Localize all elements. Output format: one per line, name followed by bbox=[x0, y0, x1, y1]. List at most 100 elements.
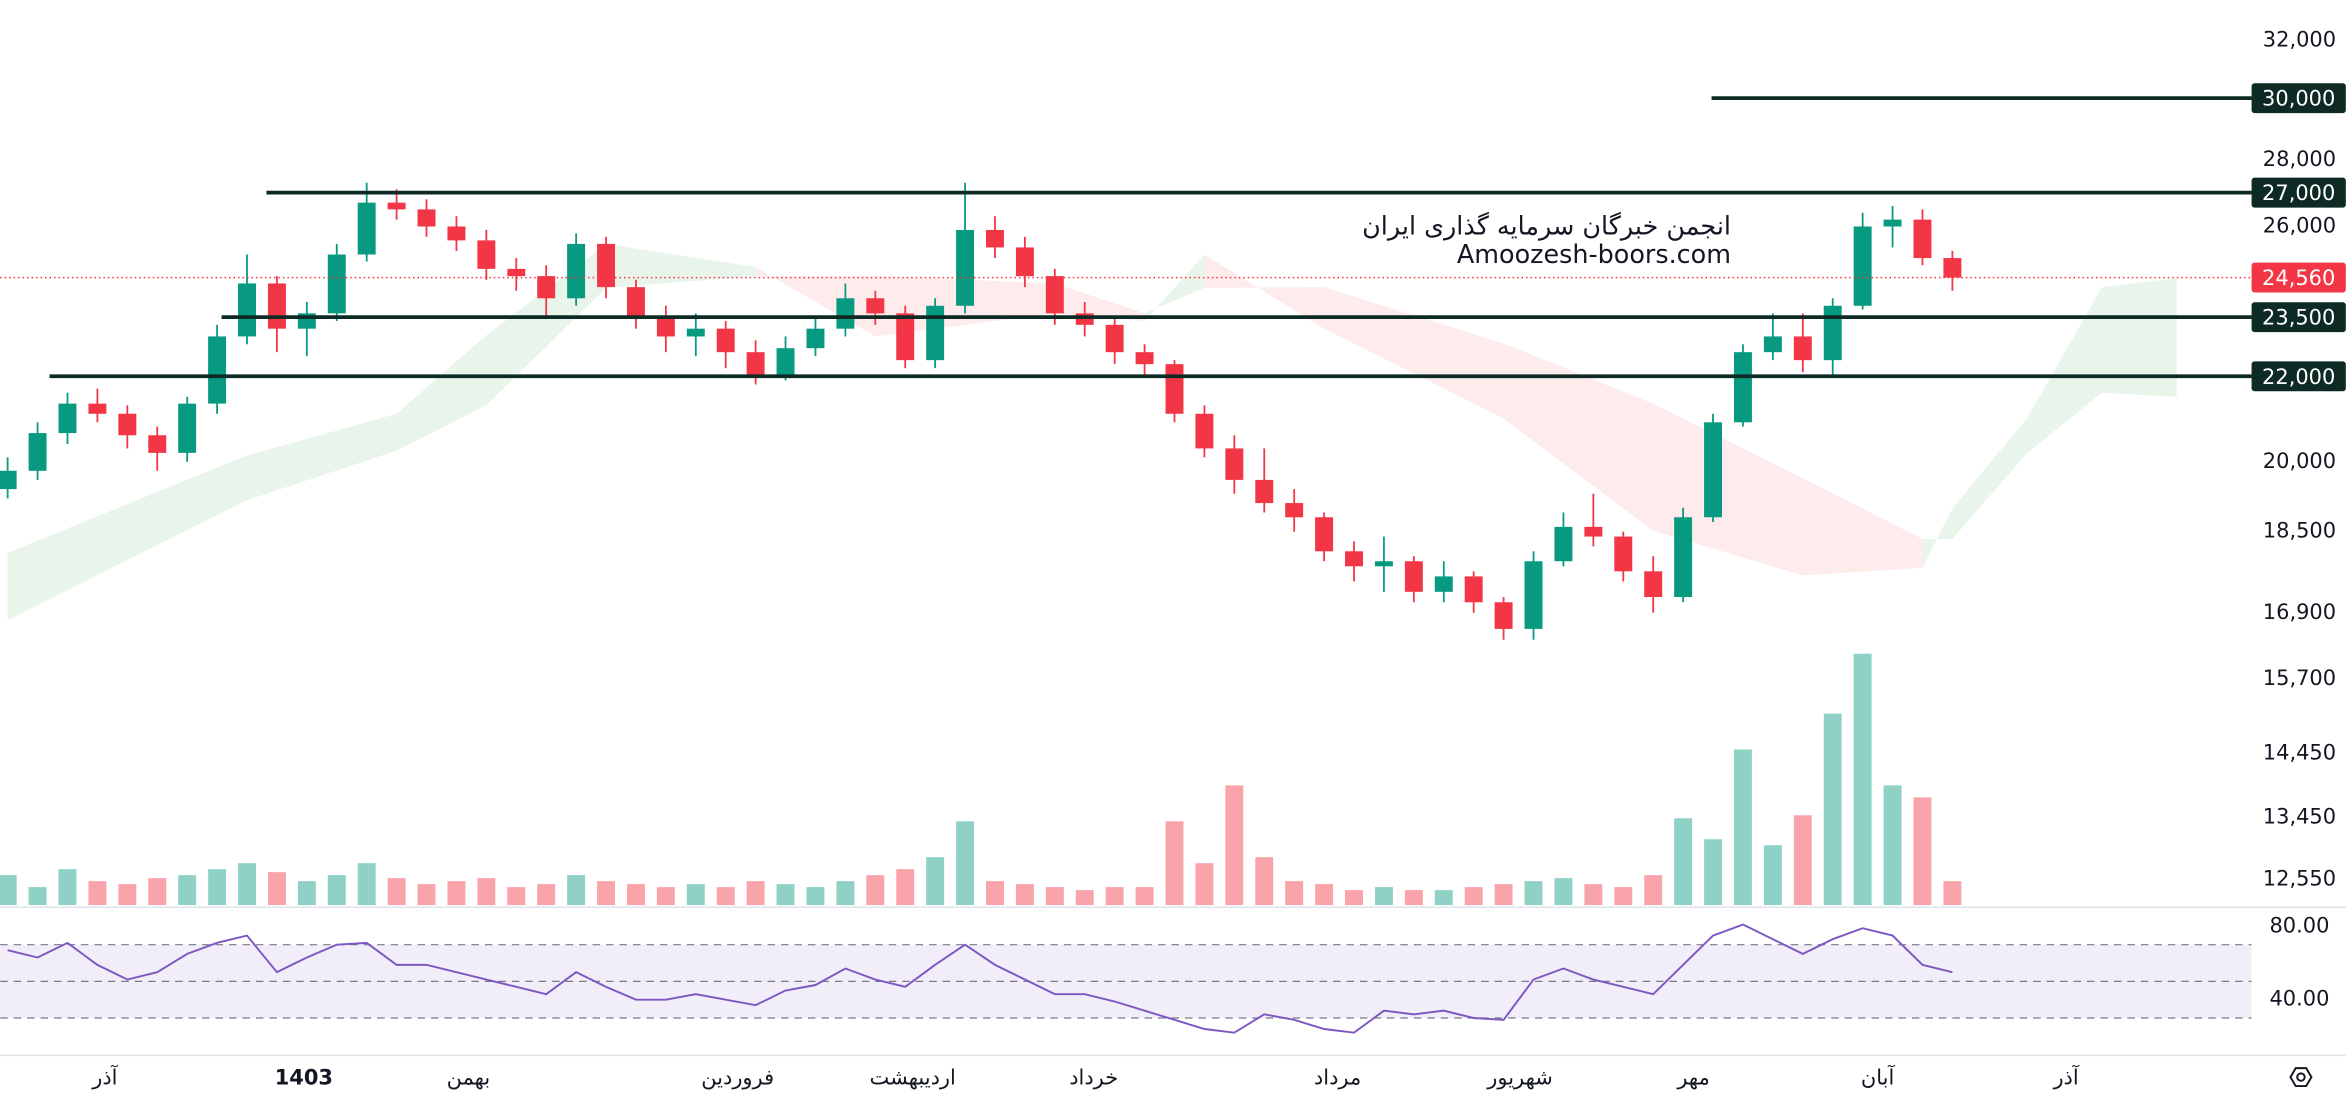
candle-body bbox=[1913, 219, 1932, 259]
volume-bar bbox=[1434, 890, 1453, 906]
volume bbox=[0, 653, 1962, 906]
candle-body bbox=[1644, 571, 1663, 598]
settings-icon[interactable] bbox=[2296, 1072, 2306, 1082]
x-tick-label: فروردین bbox=[701, 1066, 774, 1090]
volume-bar bbox=[537, 884, 556, 906]
volume-bar bbox=[1704, 839, 1723, 906]
volume-bar bbox=[1075, 890, 1094, 906]
cloud-segment bbox=[1144, 254, 1205, 321]
candle-body bbox=[567, 243, 586, 299]
candle-body bbox=[118, 413, 137, 436]
candle-body bbox=[1315, 517, 1334, 552]
cloud-segment bbox=[1054, 283, 1145, 321]
candle-body bbox=[597, 243, 616, 288]
candles bbox=[0, 182, 1962, 640]
candle-body bbox=[986, 229, 1004, 248]
level-label-box bbox=[2251, 177, 2346, 208]
y-tick-label: 13,450 bbox=[2263, 805, 2336, 829]
y-tick-label: 15,700 bbox=[2263, 666, 2336, 690]
volume-bar bbox=[178, 875, 197, 906]
volume-bar bbox=[118, 884, 137, 906]
candle-body bbox=[507, 268, 526, 277]
y-tick-label: 32,000 bbox=[2263, 27, 2336, 51]
volume-bar bbox=[986, 881, 1004, 906]
volume-bar bbox=[148, 878, 167, 906]
volume-bar bbox=[1494, 884, 1513, 906]
volume-bar bbox=[0, 875, 17, 906]
volume-bar bbox=[746, 881, 765, 906]
cloud-segment bbox=[2027, 287, 2102, 453]
candle-body bbox=[746, 352, 765, 377]
volume-bar bbox=[1285, 881, 1304, 906]
candle-body bbox=[148, 435, 167, 453]
volume-bar bbox=[1225, 785, 1244, 906]
volume-bar bbox=[447, 881, 466, 906]
rsi-tick-label: 40.00 bbox=[2269, 987, 2329, 1011]
candle-body bbox=[956, 229, 975, 306]
x-tick-label: مهر bbox=[1676, 1066, 1709, 1090]
candle-body bbox=[1524, 561, 1543, 629]
x-tick-label: اردیبهشت bbox=[870, 1066, 956, 1090]
volume-bar bbox=[926, 857, 945, 906]
level-label-box bbox=[2251, 302, 2346, 333]
y-tick-label: 16,900 bbox=[2263, 600, 2336, 624]
candle-body bbox=[58, 403, 77, 434]
candle-body bbox=[1075, 313, 1094, 325]
candle-body bbox=[1674, 517, 1693, 598]
candle-body bbox=[1404, 561, 1423, 592]
cloud-segment bbox=[247, 413, 397, 501]
last-price-label: 24,560 bbox=[2262, 266, 2335, 290]
candle-body bbox=[537, 276, 556, 299]
volume-bar bbox=[1165, 821, 1184, 906]
candle-body bbox=[1733, 352, 1752, 423]
candle-body bbox=[1704, 422, 1723, 518]
x-tick-label: آذر bbox=[2052, 1065, 2079, 1090]
candle-body bbox=[0, 470, 17, 490]
cloud-segment bbox=[1324, 287, 1504, 419]
x-tick-label: آبان bbox=[1861, 1065, 1896, 1090]
candle-body bbox=[776, 348, 795, 377]
level-label-box bbox=[2251, 361, 2346, 392]
volume-bar bbox=[1793, 815, 1812, 906]
volume-bar bbox=[477, 878, 496, 906]
candle-body bbox=[1045, 276, 1064, 314]
x-tick-label: آذر bbox=[91, 1065, 118, 1090]
level-label: 27,000 bbox=[2262, 181, 2335, 205]
volume-bar bbox=[357, 863, 376, 906]
volume-bar bbox=[1105, 887, 1124, 906]
settings-icon[interactable] bbox=[2289, 1067, 2313, 1088]
last-price-box bbox=[2251, 262, 2346, 293]
candle-body bbox=[28, 433, 47, 471]
candle-body bbox=[1464, 576, 1483, 603]
volume-bar bbox=[1464, 887, 1483, 906]
watermark: Amoozesh-boors.com bbox=[1457, 239, 1731, 269]
candle-body bbox=[866, 298, 885, 314]
candle-body bbox=[88, 403, 107, 414]
y-tick-label: 26,000 bbox=[2263, 213, 2336, 237]
candle-body bbox=[1883, 219, 1902, 227]
y-tick-label: 20,000 bbox=[2263, 449, 2336, 473]
volume-bar bbox=[507, 887, 526, 906]
volume-bar bbox=[88, 881, 107, 906]
y-tick-label: 14,450 bbox=[2263, 740, 2336, 764]
volume-bar bbox=[836, 881, 855, 906]
candle-body bbox=[1285, 503, 1304, 518]
candle-body bbox=[626, 287, 645, 318]
x-tick-label: 1403 bbox=[275, 1066, 333, 1090]
volume-bar bbox=[1763, 845, 1782, 906]
volume-bar bbox=[1823, 713, 1842, 906]
candle-body bbox=[1494, 602, 1513, 629]
volume-bar bbox=[208, 869, 227, 906]
volume-bar bbox=[956, 821, 975, 906]
candle-body bbox=[178, 403, 197, 453]
x-tick-label: بهمن bbox=[447, 1066, 491, 1090]
volume-bar bbox=[238, 863, 256, 906]
rsi-tick-label: 80.00 bbox=[2269, 913, 2329, 937]
volume-bar bbox=[1913, 797, 1932, 906]
overlay bbox=[0, 96, 2252, 379]
candle-body bbox=[1195, 413, 1214, 449]
volume-bar bbox=[1943, 881, 1962, 906]
volume-bar bbox=[1584, 884, 1603, 906]
x-tick-label: خرداد bbox=[1069, 1066, 1118, 1090]
